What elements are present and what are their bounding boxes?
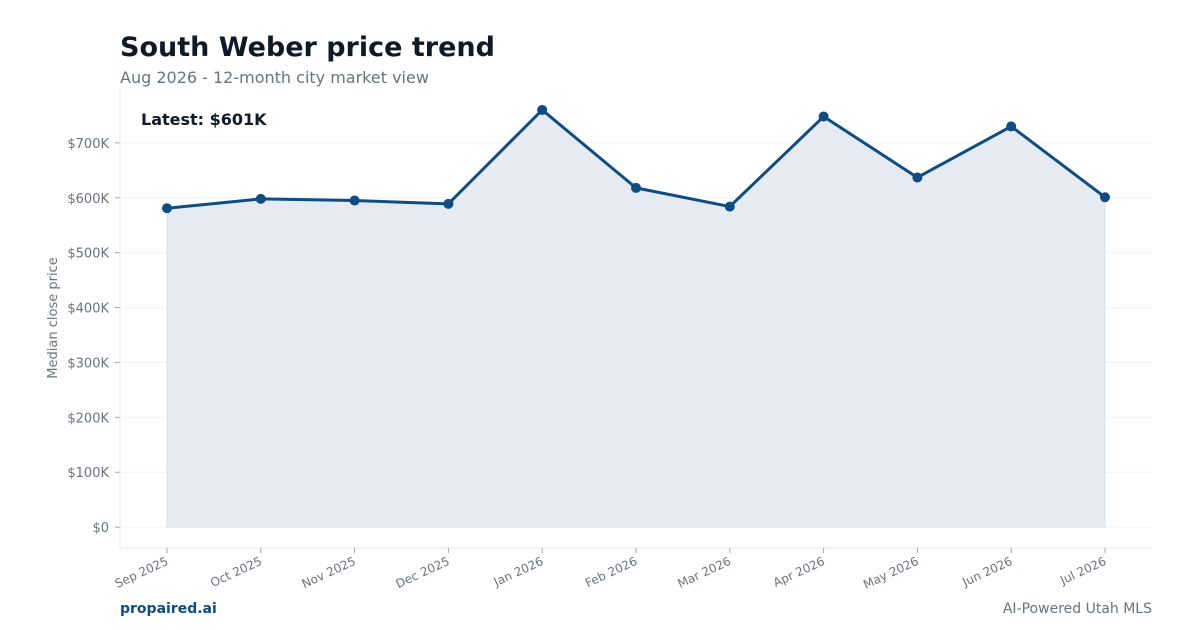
- y-tick-label: $300K: [67, 356, 109, 371]
- brand-label: propaired.ai: [120, 601, 217, 617]
- y-axis-label: Median close price: [46, 257, 61, 378]
- x-tick-label: May 2026: [861, 554, 921, 592]
- x-tick-label: Apr 2026: [771, 554, 827, 590]
- data-point: [162, 203, 172, 214]
- data-point: [818, 111, 829, 122]
- latest-annotation: Latest: $601K: [141, 110, 267, 129]
- tagline-label: AI-Powered Utah MLS: [1002, 601, 1152, 617]
- y-tick-label: $700K: [67, 137, 109, 152]
- y-tick-label: $200K: [67, 411, 109, 426]
- chart-subtitle: Aug 2026 - 12-month city market view: [120, 68, 429, 87]
- x-tick-label: Nov 2025: [300, 554, 358, 591]
- x-tick-label: Mar 2026: [675, 554, 733, 591]
- x-tick-label: Jan 2026: [491, 554, 546, 589]
- data-point: [631, 182, 641, 193]
- data-point: [443, 198, 454, 209]
- y-tick-label: $500K: [67, 247, 109, 262]
- y-tick-label: $600K: [67, 192, 109, 207]
- data-point: [537, 104, 548, 115]
- y-tick-label: $100K: [67, 466, 109, 481]
- y-tick-label: $0: [92, 521, 109, 536]
- x-tick-label: Sep 2025: [113, 554, 171, 591]
- chart-title: South Weber price trend: [120, 32, 495, 63]
- x-tick-label: Jul 2026: [1057, 554, 1108, 588]
- data-point: [255, 193, 266, 204]
- data-point: [349, 195, 360, 206]
- point-layer: [162, 104, 1110, 214]
- x-tick-label: Dec 2025: [394, 554, 452, 591]
- x-tick-label: Feb 2026: [583, 554, 639, 590]
- area-fill: [166, 109, 1106, 528]
- data-point: [1006, 121, 1017, 132]
- data-point: [912, 172, 923, 183]
- x-tick-label: Oct 2025: [208, 554, 264, 590]
- data-point: [1100, 192, 1110, 203]
- data-point: [724, 201, 735, 212]
- y-tick-label: $400K: [67, 302, 109, 317]
- area-layer: [166, 109, 1106, 528]
- x-tick-label: Jun 2026: [960, 554, 1015, 590]
